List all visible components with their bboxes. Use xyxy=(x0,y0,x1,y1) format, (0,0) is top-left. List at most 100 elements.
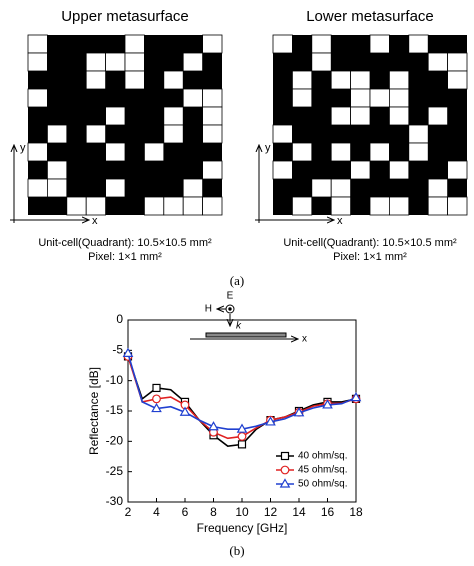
series-line xyxy=(127,353,357,430)
cell xyxy=(388,106,410,126)
marker xyxy=(179,406,191,416)
cell xyxy=(447,70,468,90)
cell xyxy=(163,124,184,144)
cell xyxy=(330,178,352,198)
legend-label: 40 ohm/sq. xyxy=(298,451,347,462)
cell xyxy=(27,178,48,198)
marker xyxy=(236,423,248,433)
y-tick-label: -20 xyxy=(106,434,124,448)
cell xyxy=(311,52,332,72)
cell xyxy=(311,34,332,54)
y-tick-label: -10 xyxy=(106,373,124,387)
cell xyxy=(388,160,410,180)
x-tick-label: 4 xyxy=(153,505,160,519)
cell xyxy=(291,88,313,108)
grid-title: Upper metasurface xyxy=(61,8,189,25)
cell xyxy=(427,52,449,72)
inset-label: k xyxy=(236,321,242,332)
cell xyxy=(369,196,390,216)
cell xyxy=(105,52,126,72)
cell xyxy=(272,34,293,54)
legend-label: 50 ohm/sq. xyxy=(298,479,347,490)
cell xyxy=(291,142,313,162)
x-tick-label: 6 xyxy=(182,505,189,519)
cell xyxy=(202,34,223,54)
cell xyxy=(272,160,293,180)
cell xyxy=(124,34,145,54)
cell xyxy=(408,124,429,144)
cell xyxy=(85,70,106,90)
cell xyxy=(163,70,184,90)
cell xyxy=(163,196,184,216)
cell xyxy=(66,196,87,216)
cell xyxy=(330,196,352,216)
cell xyxy=(447,196,468,216)
axis-label: y xyxy=(20,142,26,154)
cell xyxy=(202,124,223,144)
cell xyxy=(124,52,145,72)
marker xyxy=(122,347,134,357)
marker xyxy=(152,394,161,404)
cell xyxy=(447,160,468,180)
cell xyxy=(388,88,410,108)
cell xyxy=(388,70,410,90)
cell xyxy=(182,178,203,198)
grid-title: Lower metasurface xyxy=(306,8,434,25)
y-tick-label: -25 xyxy=(106,464,124,478)
cell xyxy=(105,106,126,126)
cell xyxy=(330,142,352,162)
cell xyxy=(85,196,106,216)
legend-marker xyxy=(280,465,290,475)
caption: Unit-cell(Quadrant): 10.5×10.5 mm² xyxy=(38,237,212,249)
x-tick-label: 16 xyxy=(321,505,335,519)
marker xyxy=(237,440,247,449)
cell xyxy=(27,88,48,108)
cell xyxy=(311,178,332,198)
cell xyxy=(388,196,410,216)
cell xyxy=(272,124,293,144)
y-tick-label: -30 xyxy=(106,494,124,508)
cell xyxy=(182,88,203,108)
cell xyxy=(85,52,106,72)
plate xyxy=(205,332,287,338)
x-tick-label: 12 xyxy=(264,505,278,519)
e-field-dot xyxy=(228,307,232,311)
inset-label: H xyxy=(205,304,212,315)
cell xyxy=(47,178,68,198)
axis-label: y xyxy=(265,142,271,154)
cell xyxy=(369,142,390,162)
cell xyxy=(408,142,429,162)
cell xyxy=(350,70,371,90)
cell xyxy=(202,88,223,108)
cell xyxy=(163,106,184,126)
cell xyxy=(182,196,203,216)
cell xyxy=(408,34,429,54)
cell xyxy=(27,34,48,54)
marker xyxy=(237,432,247,441)
cell xyxy=(350,106,371,126)
cell xyxy=(202,160,223,180)
x-tick-label: 10 xyxy=(235,505,249,519)
cell xyxy=(143,142,165,162)
x-tick-label: 8 xyxy=(210,505,217,519)
legend-marker xyxy=(279,478,291,488)
cell xyxy=(47,160,68,180)
cell xyxy=(330,70,352,90)
cell xyxy=(105,142,126,162)
caption: Pixel: 1×1 mm² xyxy=(333,251,407,263)
marker xyxy=(152,383,161,393)
cell xyxy=(85,124,106,144)
y-tick-label: 0 xyxy=(116,312,123,326)
legend-marker xyxy=(280,451,290,461)
marker xyxy=(208,421,219,431)
cell xyxy=(427,178,449,198)
cell xyxy=(369,34,390,54)
cell xyxy=(124,70,145,90)
cell xyxy=(291,70,313,90)
cell xyxy=(447,52,468,72)
x-tick-label: 2 xyxy=(125,505,132,519)
y-axis-label: Reflectance [dB] xyxy=(87,367,101,455)
cell xyxy=(27,142,48,162)
cell xyxy=(330,106,352,126)
